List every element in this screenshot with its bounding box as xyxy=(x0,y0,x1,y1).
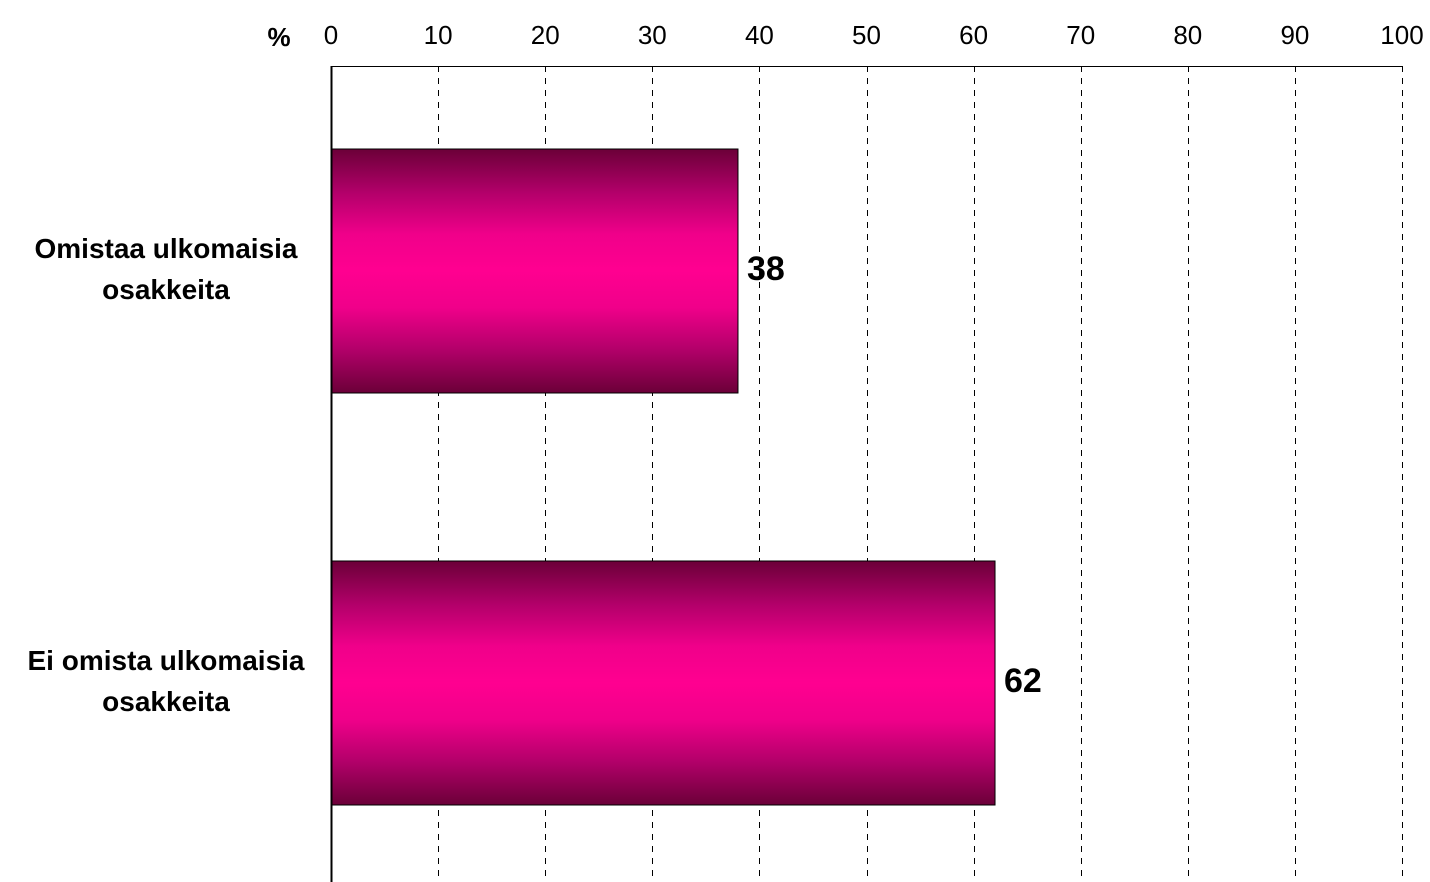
value-label-0: 38 xyxy=(747,250,785,288)
tick-label-90: 90 xyxy=(1280,20,1309,50)
tick-label-70: 70 xyxy=(1066,20,1095,50)
unit-label: % xyxy=(267,22,290,52)
tick-label-0: 0 xyxy=(324,20,338,50)
tick-label-50: 50 xyxy=(852,20,881,50)
value-label-1: 62 xyxy=(1004,662,1042,700)
category-label-1-line-0: Ei omista ulkomaisia xyxy=(28,645,305,676)
category-label-0: Omistaa ulkomaisia osakkeita xyxy=(34,233,297,305)
tick-label-10: 10 xyxy=(424,20,453,50)
tick-label-40: 40 xyxy=(745,20,774,50)
bar-1 xyxy=(331,560,996,806)
bars xyxy=(331,148,996,806)
tick-label-60: 60 xyxy=(959,20,988,50)
tick-label-80: 80 xyxy=(1173,20,1202,50)
category-label-1: Ei omista ulkomaisia osakkeita xyxy=(28,645,305,717)
category-label-1-line-1: osakkeita xyxy=(102,686,230,717)
category-label-0-line-0: Omistaa ulkomaisia xyxy=(34,233,297,264)
tick-label-100: 100 xyxy=(1380,20,1423,50)
category-label-0-line-1: osakkeita xyxy=(102,274,230,305)
tick-label-30: 30 xyxy=(638,20,667,50)
tick-labels: 0 10 20 30 40 50 60 70 80 90 100 xyxy=(324,20,1424,50)
value-labels: 38 62 xyxy=(747,250,1042,700)
tick-label-20: 20 xyxy=(531,20,560,50)
gridlines xyxy=(438,66,1403,882)
bar-0 xyxy=(331,148,739,394)
